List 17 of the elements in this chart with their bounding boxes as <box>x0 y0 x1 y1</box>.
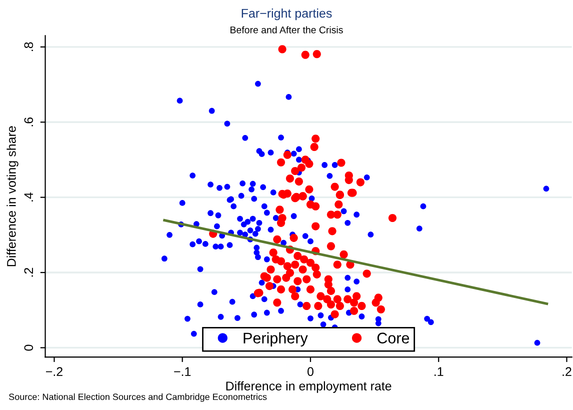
y-tick-label: .4 <box>24 192 33 202</box>
x-tick-label: .2 <box>562 367 572 376</box>
x-tick-label: .1 <box>434 367 444 376</box>
chart-subtitle: Before and After the Crisis <box>230 26 343 34</box>
x-axis-title: Difference in employment rate <box>226 381 392 393</box>
y-axis-title: Difference in voting share <box>6 126 18 266</box>
x-tick-label: 0 <box>307 367 314 376</box>
x-tick-label: −.1 <box>174 367 191 376</box>
legend-label: Periphery <box>244 332 308 346</box>
y-tick-label: .8 <box>24 42 34 52</box>
y-tick-label: .6 <box>24 117 34 126</box>
chart-title: Far−right parties <box>242 8 332 20</box>
x-tick-label: −.2 <box>46 367 62 376</box>
legend-label: Core <box>377 332 410 344</box>
source-note: Source: National Election Sources and Cambridge Econometrics <box>9 393 267 402</box>
y-tick-label: .2 <box>24 268 33 277</box>
y-tick-label: 0 <box>24 344 34 351</box>
